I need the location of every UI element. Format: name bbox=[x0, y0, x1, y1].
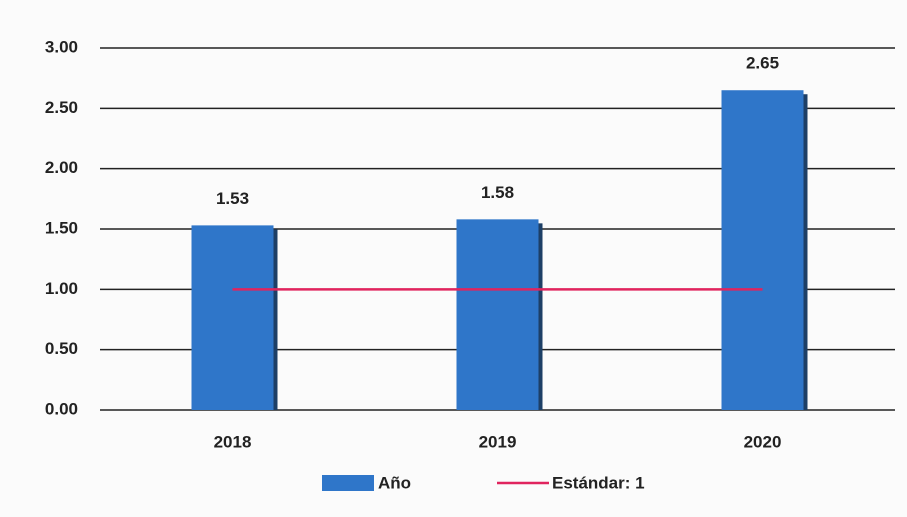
legend-swatch bbox=[322, 475, 374, 491]
x-tick-label: 2019 bbox=[479, 432, 517, 451]
y-tick-label: 1.50 bbox=[45, 218, 78, 237]
x-tick-label: 2020 bbox=[744, 432, 782, 451]
y-tick-label: 2.00 bbox=[45, 158, 78, 177]
bar bbox=[456, 219, 539, 410]
data-label: 2.65 bbox=[746, 54, 779, 73]
bar bbox=[721, 90, 804, 410]
y-tick-label: 1.00 bbox=[45, 279, 78, 298]
y-tick-label: 2.50 bbox=[45, 98, 78, 117]
y-tick-label: 0.50 bbox=[45, 339, 78, 358]
legend-label: Estándar: 1 bbox=[552, 473, 645, 492]
y-tick-label: 3.00 bbox=[45, 37, 78, 56]
x-tick-label: 2018 bbox=[214, 432, 252, 451]
y-tick-label: 0.00 bbox=[45, 399, 78, 418]
legend-label: Año bbox=[378, 473, 411, 492]
data-label: 1.58 bbox=[481, 183, 514, 202]
bar bbox=[191, 225, 274, 410]
data-label: 1.53 bbox=[216, 189, 249, 208]
